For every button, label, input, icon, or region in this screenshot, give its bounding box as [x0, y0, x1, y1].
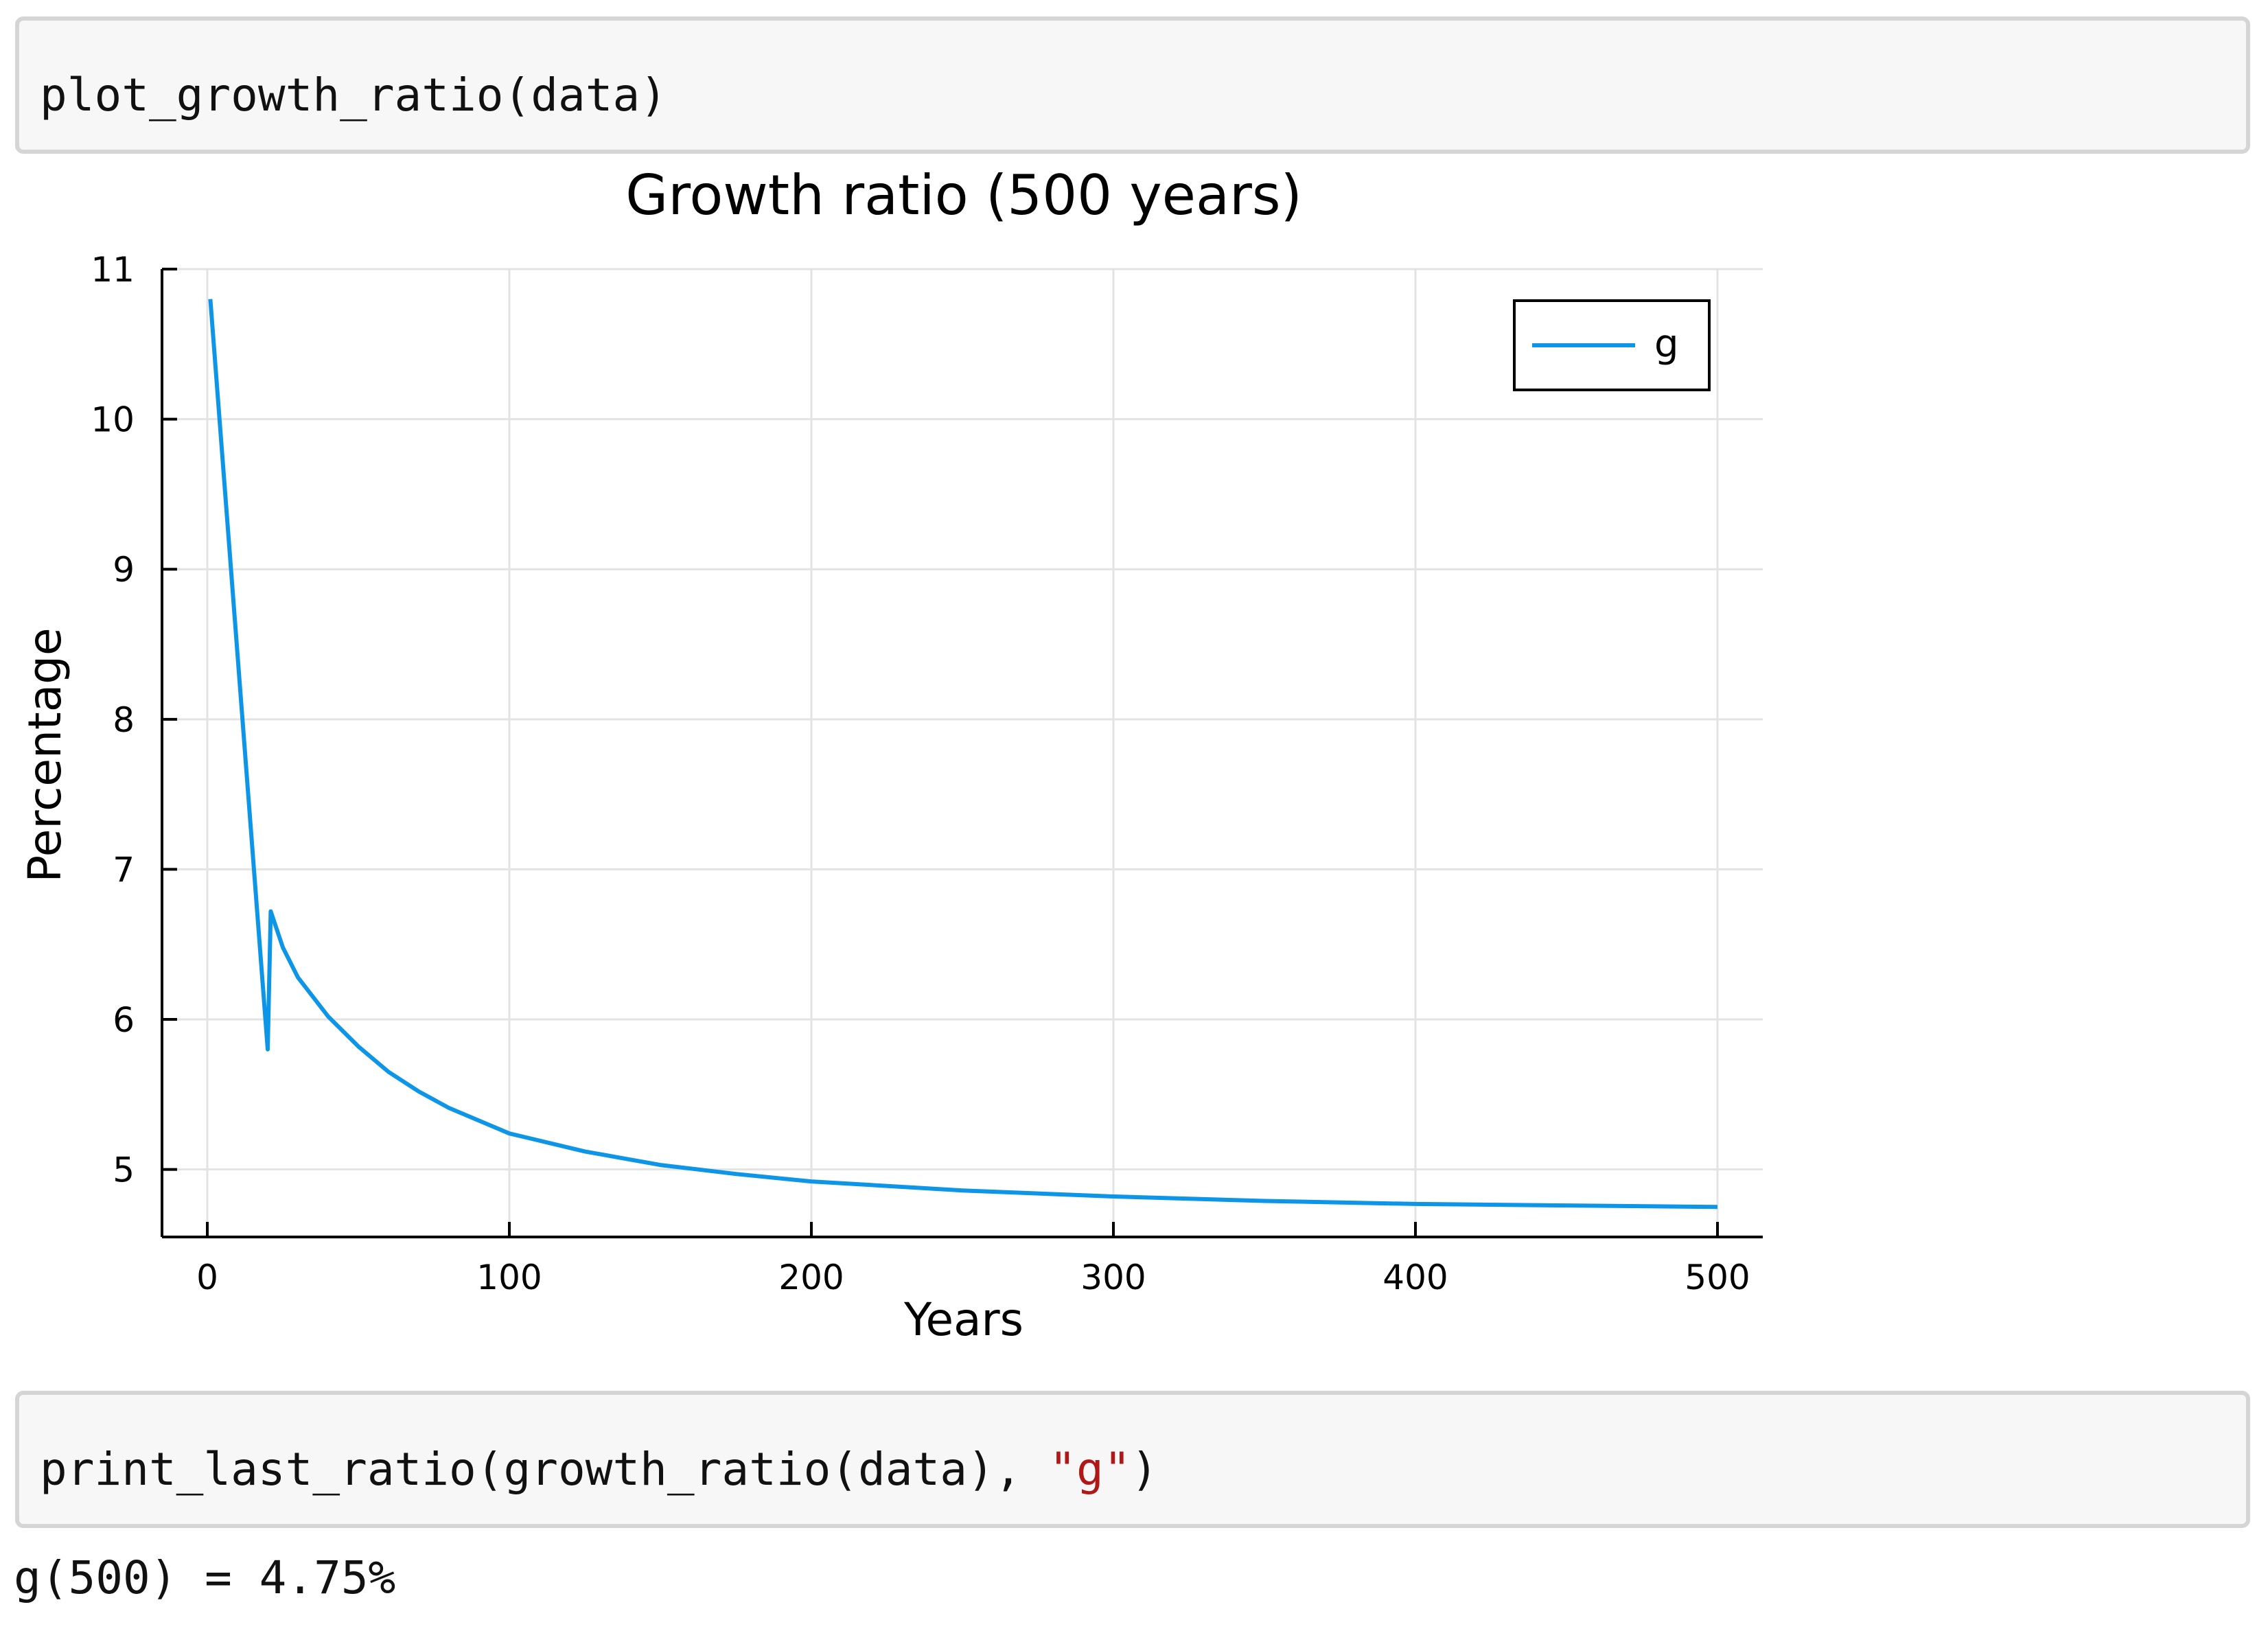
chart-ticks: 0 100 200 300 400 500 5 6 7 8 9 10 11 — [91, 250, 1750, 1297]
y-axis-label: Percentage — [19, 627, 71, 882]
chart-legend: g — [1513, 299, 1711, 391]
code-cell-1[interactable]: plot_growth_ratio(data) — [15, 16, 2250, 154]
code-line-1: plot_growth_ratio(data) — [40, 69, 667, 122]
x-tick-label-0: 0 — [196, 1258, 218, 1297]
chart-grid — [162, 268, 1763, 1237]
x-tick-label-500: 500 — [1685, 1258, 1750, 1297]
code-string-literal: "g" — [1049, 1443, 1131, 1496]
code-cell-2[interactable]: print_last_ratio(growth_ratio(data), "g"… — [15, 1391, 2250, 1528]
legend-label-g: g — [1654, 322, 1679, 367]
chart-axes — [161, 269, 1763, 1238]
chart-title: Growth ratio (500 years) — [625, 163, 1302, 227]
x-axis-label: Years — [903, 1293, 1023, 1346]
x-tick-label-400: 400 — [1382, 1258, 1448, 1297]
code-line-2: print_last_ratio(growth_ratio(data), "g"… — [40, 1443, 1158, 1496]
x-tick-label-200: 200 — [778, 1258, 844, 1297]
y-tick-label-7: 7 — [113, 850, 135, 890]
code-prefix: print_last_ratio(growth_ratio(data), — [40, 1443, 1050, 1496]
y-tick-label-9: 9 — [113, 550, 135, 590]
y-tick-label-5: 5 — [113, 1150, 135, 1190]
series-line-g — [208, 299, 1718, 1210]
y-tick-label-6: 6 — [113, 1000, 135, 1040]
x-tick-label-100: 100 — [476, 1258, 542, 1297]
growth-ratio-chart: 0 100 200 300 400 500 5 6 7 8 9 10 11 Growth ratio (… — [19, 163, 1763, 1346]
y-tick-label-8: 8 — [113, 700, 135, 740]
x-tick-label-300: 300 — [1080, 1258, 1146, 1297]
chart-series — [208, 299, 1718, 1210]
cell-output: g(500) = 4.75% — [14, 1551, 396, 1604]
y-tick-label-11: 11 — [91, 250, 135, 290]
y-tick-label-10: 10 — [91, 400, 135, 440]
code-suffix: ) — [1131, 1443, 1159, 1496]
